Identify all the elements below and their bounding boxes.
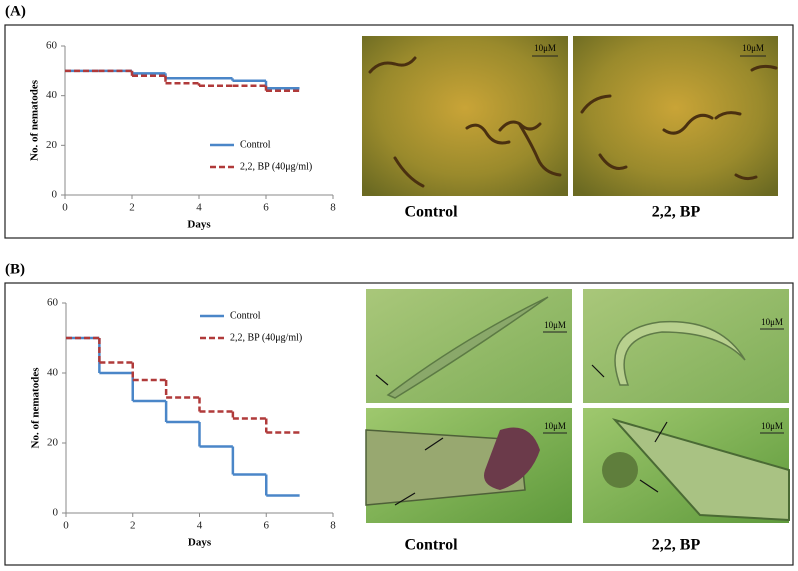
micrograph [583, 289, 789, 403]
y-axis-label: No. of nematodes [30, 367, 42, 449]
x-axis-label: Days [187, 219, 211, 231]
y-tick-label: 40 [46, 89, 58, 101]
x-tick-label: 0 [63, 520, 69, 532]
scale-bar-label: 10μM [544, 320, 566, 330]
y-tick-label: 20 [47, 437, 59, 449]
image-caption: Control [404, 204, 458, 221]
panel-frame [4, 282, 794, 566]
x-tick-label: 4 [196, 202, 202, 214]
y-tick-label: 60 [47, 297, 59, 309]
y-tick-label: 20 [46, 139, 58, 151]
x-tick-label: 0 [62, 202, 68, 214]
legend-label: 2,2, BP (40μg/ml) [230, 332, 302, 343]
scale-bars [532, 55, 784, 434]
y-tick-label: 0 [52, 189, 58, 201]
scale-bar-label: 10μM [742, 43, 764, 53]
image-caption: Control [404, 537, 458, 554]
panel-label: (A) [5, 3, 26, 19]
x-axis-label: Days [188, 537, 212, 549]
panel-frame [4, 24, 794, 239]
scale-bar-label: 10μM [534, 43, 556, 53]
x-tick-label: 4 [197, 520, 203, 532]
x-tick-label: 6 [263, 202, 269, 214]
micrograph [583, 408, 790, 523]
x-tick-label: 2 [130, 520, 136, 532]
y-tick-label: 40 [47, 367, 59, 379]
y-axis-label: No. of nematodes [29, 79, 41, 161]
micrograph [573, 36, 778, 196]
legend-label: Control [230, 310, 261, 321]
panel-label: (B) [5, 261, 25, 277]
image-caption: 2,2, BP [652, 537, 701, 554]
x-tick-label: 8 [330, 520, 336, 532]
scale-bar-label: 10μM [761, 421, 783, 431]
y-tick-label: 60 [46, 40, 58, 52]
y-tick-label: 0 [53, 507, 59, 519]
image-caption: 2,2, BP [652, 204, 701, 221]
micrograph [362, 36, 568, 196]
x-tick-label: 8 [330, 202, 336, 214]
scale-bar-label: 10μM [544, 421, 566, 431]
x-tick-label: 2 [129, 202, 135, 214]
legend-label: Control [240, 139, 271, 150]
legend-label: 2,2, BP (40μg/ml) [240, 161, 312, 172]
x-tick-label: 6 [264, 520, 270, 532]
micrograph [365, 408, 572, 523]
micrograph [366, 289, 572, 403]
scale-bar-label: 10μM [761, 317, 783, 327]
